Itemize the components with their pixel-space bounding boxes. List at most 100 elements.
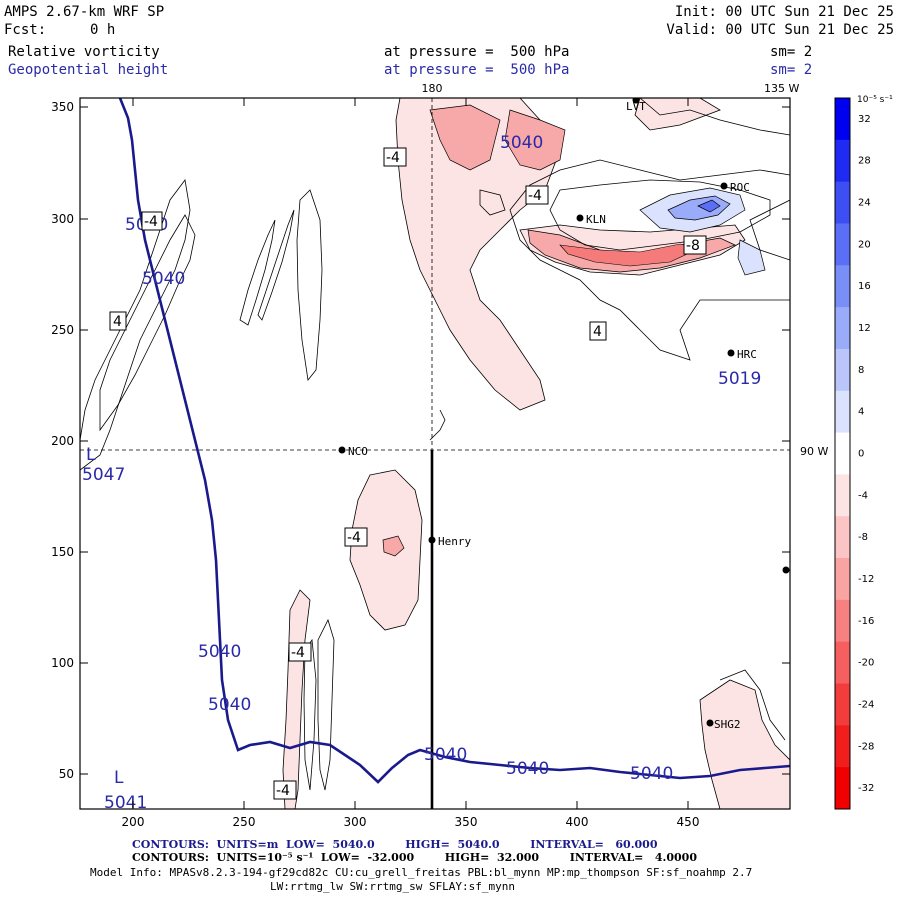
vort-label: -4 <box>347 530 361 546</box>
colorbar-cell <box>835 98 850 141</box>
colorbar-tick-label: 8 <box>858 365 864 376</box>
colorbar-tick-label: 4 <box>858 407 864 418</box>
vort-label: -4 <box>386 150 400 166</box>
vorticity-contours <box>80 98 790 791</box>
height-label: 5040 <box>630 764 673 784</box>
height-contour-info: CONTOURS: UNITS=m LOW= 5040.0 HIGH= 5040… <box>132 838 658 851</box>
station-label-henry: Henry <box>438 535 471 548</box>
colorbar-tick-label: -32 <box>858 783 874 794</box>
colorbar-tick-label: 32 <box>858 114 871 125</box>
y-tick-label: 300 <box>51 212 74 226</box>
colorbar-tick-label: 0 <box>858 449 864 460</box>
model-info-physics: LW:rrtmg_lw SW:rrtmg_sw SFLAY:sf_mynn <box>270 880 516 893</box>
station-label-nco: NCO <box>348 445 368 458</box>
station-markers <box>338 98 790 727</box>
y-tick-label: 50 <box>59 767 74 781</box>
station-label-roc: ROC <box>730 181 750 194</box>
field2-level: at pressure = 500 hPa <box>384 62 570 78</box>
x-tick-label: 250 <box>233 815 256 829</box>
colorbar-tick-label: 12 <box>858 323 871 334</box>
height-label: 5040 <box>142 269 185 289</box>
height-label: 5041 <box>104 793 147 813</box>
vort-label: -4 <box>291 645 305 661</box>
station-roc-marker <box>720 182 728 190</box>
colorbar-cell <box>835 265 850 308</box>
colorbar-cell <box>835 683 850 726</box>
model-info: Model Info: MPASv8.2.3-194-gf29cd82c CU:… <box>90 866 753 879</box>
station-lvt-marker <box>632 98 640 104</box>
station-label-kln: KLN <box>586 213 606 226</box>
station-shg2-marker <box>706 719 714 727</box>
forecast-label: Fcst: <box>4 22 47 38</box>
station-henry-marker <box>428 536 436 544</box>
x-tick-label: 350 <box>455 815 478 829</box>
model-title: AMPS 2.67-km WRF SP <box>4 4 165 20</box>
colorbar-tick-label: -28 <box>858 741 874 752</box>
colorbar-tick-label: 24 <box>858 198 871 209</box>
colorbar-cell <box>835 307 850 350</box>
height-label: 5019 <box>718 369 761 389</box>
height-label: 5040 <box>208 695 251 715</box>
station-kln-marker <box>576 214 584 222</box>
lon-label-180: 180 <box>422 82 443 95</box>
y-axis-ticks <box>80 106 790 775</box>
station-label-shg2: SHG2 <box>714 718 741 731</box>
x-tick-label: 400 <box>566 815 589 829</box>
colorbar-cell <box>835 767 850 810</box>
map-frame <box>79 97 791 810</box>
colorbar-tick-label: -12 <box>858 574 874 585</box>
vort-label: 4 <box>113 314 122 330</box>
field1-level: at pressure = 500 hPa <box>384 44 570 60</box>
colorbar-cell <box>835 348 850 392</box>
low-marker: L <box>114 768 124 788</box>
colorbar-tick-label: -16 <box>858 616 874 627</box>
y-tick-label: 150 <box>51 545 74 559</box>
colorbar-tick-label: 20 <box>858 239 871 250</box>
colorbar-cell <box>835 432 850 475</box>
field1-smoothing: sm= 2 <box>770 44 813 60</box>
vorticity-labels: -4 -4 -4 -4 -4 -4 -8 4 4 <box>109 147 707 800</box>
forecast-hour: 0 h <box>90 22 116 38</box>
x-tick-label: 200 <box>122 815 145 829</box>
height-label: 5040 <box>424 745 467 765</box>
x-axis-ticks <box>132 98 689 809</box>
station-label-hrc: HRC <box>737 348 757 361</box>
map-plot-area: LVT ROC KLN HRC NCO Henry SHG2 5040 5040… <box>80 98 790 813</box>
y-tick-label: 200 <box>51 434 74 448</box>
colorbar-cell <box>835 474 850 517</box>
colorbar-cell <box>835 641 850 685</box>
colorbar-cell <box>835 181 850 224</box>
vorticity-positive-shading <box>639 187 766 276</box>
field1-name: Relative vorticity <box>8 44 160 60</box>
vorticity-contour-info: CONTOURS: UNITS=10⁻⁵ s⁻¹ LOW= -32.000 HI… <box>132 851 697 864</box>
colorbar-tick-label: 28 <box>858 156 871 167</box>
lon-label-90w: 90 W <box>800 445 828 458</box>
height-label: 5040 <box>198 642 241 662</box>
x-tick-label: 450 <box>677 815 700 829</box>
y-tick-label: 100 <box>51 656 74 670</box>
init-time: Init: 00 UTC Sun 21 Dec 25 <box>674 4 894 20</box>
field2-smoothing: sm= 2 <box>770 62 813 78</box>
height-label: 5047 <box>82 465 125 485</box>
colorbar-cell <box>835 223 850 266</box>
vorticity-peak-negative <box>559 243 701 267</box>
y-tick-label: 350 <box>51 100 74 114</box>
vort-label: -4 <box>528 188 542 204</box>
station-edge-marker <box>782 566 790 574</box>
colorbar-unit: 10⁻⁵ s⁻¹ <box>857 95 893 105</box>
colorbar-cell <box>835 139 850 183</box>
colorbar-tick-label: -4 <box>858 490 868 501</box>
colorbar-tick-label: -8 <box>858 532 868 543</box>
height-label: 5040 <box>506 759 549 779</box>
vort-label: -4 <box>144 214 158 230</box>
vort-label: 4 <box>593 324 602 340</box>
vort-label: -4 <box>276 783 290 799</box>
station-nco-marker <box>338 446 346 454</box>
vorticity-strong-negative <box>382 104 736 557</box>
x-tick-label: 300 <box>344 815 367 829</box>
colorbar-tick-label: -24 <box>858 699 874 710</box>
valid-time: Valid: 00 UTC Sun 21 Dec 25 <box>666 22 894 38</box>
colorbar-cell <box>835 725 850 768</box>
y-tick-label: 250 <box>51 323 74 337</box>
